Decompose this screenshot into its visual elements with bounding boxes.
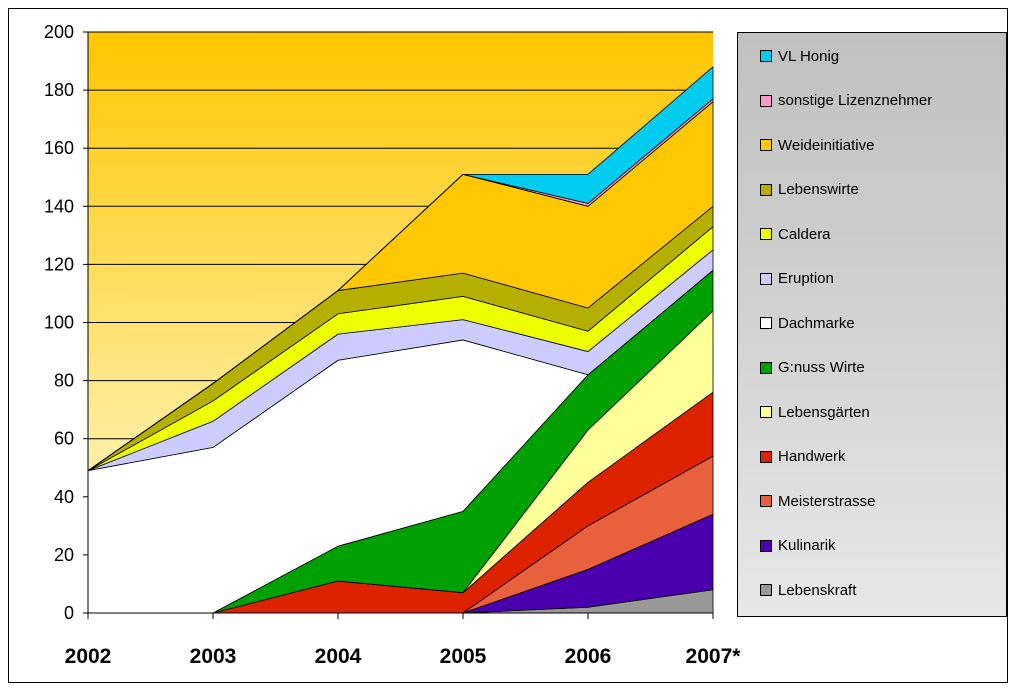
x-tick-label-2006: 2006 xyxy=(565,645,612,668)
legend-label: Kulinarik xyxy=(778,537,836,554)
y-tick-label-40: 40 xyxy=(54,487,74,507)
x-tick-label-2007: 2007* xyxy=(686,645,742,668)
legend-swatch xyxy=(760,94,772,107)
legend-item-kulinarik: Kulinarik xyxy=(760,536,836,556)
legend-label: Lebenskraft xyxy=(778,581,857,599)
legend-label: sonstige Lizenznehmer xyxy=(778,92,933,109)
legend-swatch xyxy=(760,361,772,374)
legend-swatch xyxy=(760,450,772,463)
legend-label: Eruption xyxy=(778,270,834,287)
y-tick-label-80: 80 xyxy=(54,371,74,391)
legend-label: Caldera xyxy=(778,225,831,243)
legend-label: VL Honig xyxy=(778,47,840,65)
x-tick-label-2003: 2003 xyxy=(190,645,237,668)
legend-swatch xyxy=(760,183,772,196)
legend-item-sonstige-lizenznehmer: sonstige Lizenznehmer xyxy=(760,91,932,111)
legend-item-lebensg-rten: Lebensgärten xyxy=(760,402,870,422)
legend-swatch xyxy=(760,228,772,240)
y-tick-label-180: 180 xyxy=(44,80,74,100)
legend-swatch xyxy=(760,139,772,151)
legend-swatch xyxy=(760,272,772,285)
legend-label: G:nuss Wirte xyxy=(778,359,865,376)
legend-item-g-nuss-wirte: G:nuss Wirte xyxy=(760,358,865,378)
legend-item-lebenskraft: Lebenskraft xyxy=(760,580,856,600)
legend-swatch xyxy=(760,584,772,596)
legend-item-dachmarke: Dachmarke xyxy=(760,313,855,333)
legend: VL Honig sonstige Lizenznehmer Weideinitia… xyxy=(737,32,1007,617)
y-tick-label-0: 0 xyxy=(64,603,74,623)
legend-item-weideinitiative: Weideinitiative xyxy=(760,135,874,155)
y-tick-label-200: 200 xyxy=(44,22,74,42)
legend-item-eruption: Eruption xyxy=(760,269,834,289)
y-tick-label-120: 120 xyxy=(44,254,74,274)
x-tick-label-2005: 2005 xyxy=(440,645,487,668)
legend-item-vl-honig: VL Honig xyxy=(760,46,839,66)
x-tick-label-2004: 2004 xyxy=(315,645,362,668)
y-tick-label-140: 140 xyxy=(44,196,74,216)
legend-item-caldera: Caldera xyxy=(760,224,831,244)
legend-swatch xyxy=(760,50,772,62)
area-vl-honig xyxy=(87,66,714,472)
y-axis-ticks: 0 20 40 60 80 100 120 140 160 180 200 xyxy=(44,22,88,623)
legend-label: Lebensgärten xyxy=(778,403,870,421)
legend-swatch xyxy=(760,539,772,552)
y-tick-label-100: 100 xyxy=(44,313,74,333)
legend-swatch xyxy=(760,317,772,329)
legend-swatch xyxy=(760,406,772,418)
legend-item-meisterstrasse: Meisterstrasse xyxy=(760,491,876,511)
legend-label: Dachmarke xyxy=(778,314,855,332)
y-tick-label-160: 160 xyxy=(44,138,74,158)
legend-swatch xyxy=(760,495,772,507)
legend-label: Handwerk xyxy=(778,448,846,465)
legend-item-lebenswirte: Lebenswirte xyxy=(760,180,859,200)
legend-label: Weideinitiative xyxy=(778,136,875,154)
series-areas xyxy=(87,66,714,614)
x-axis-ticks: 2002 2003 2004 2005 2006 2007* xyxy=(65,613,742,668)
y-tick-label-60: 60 xyxy=(54,429,74,449)
legend-item-handwerk: Handwerk xyxy=(760,447,846,467)
legend-label: Meisterstrasse xyxy=(778,492,876,510)
legend-label: Lebenswirte xyxy=(778,181,859,198)
x-tick-label-2002: 2002 xyxy=(65,645,112,668)
y-tick-label-20: 20 xyxy=(54,545,74,565)
